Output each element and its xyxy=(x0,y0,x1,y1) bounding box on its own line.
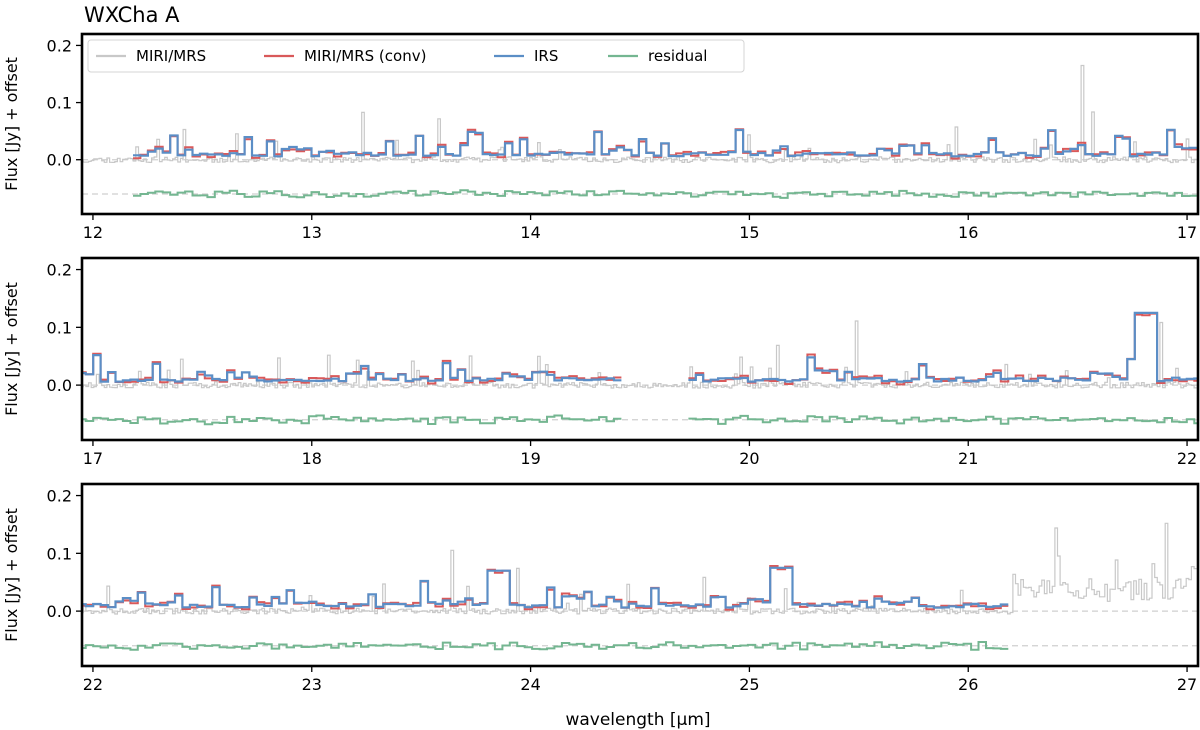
y-tick-label: 0.1 xyxy=(47,318,72,337)
legend-item: MIRI/MRS xyxy=(96,47,206,65)
series-residual xyxy=(82,414,1198,426)
x-tick-label: 14 xyxy=(520,223,540,242)
panel-2: 0.0 0.1 0.2 17 18 19 20 21 22 Flux [Jy] + offset xyxy=(2,256,1200,468)
y-tick-label: 0.0 xyxy=(47,602,72,621)
x-tick-label: 20 xyxy=(739,449,759,468)
x-tick-label: 26 xyxy=(958,675,978,694)
plot-area xyxy=(82,522,1198,651)
panel-frame xyxy=(80,482,1200,668)
x-tick-label: 18 xyxy=(302,449,322,468)
series-miri-mrs xyxy=(82,522,1197,615)
legend-label: IRS xyxy=(534,47,558,65)
x-tick-label: 16 xyxy=(958,223,978,242)
x-axis-label: wavelength [μm] xyxy=(565,710,710,730)
legend-box xyxy=(87,39,745,73)
panel-1: 0.0 0.1 0.2 12 13 14 15 16 17 Flux [Jy] + offset xyxy=(2,32,1200,242)
legend-item: MIRI/MRS (conv) xyxy=(264,47,426,65)
series-irs xyxy=(82,311,1198,383)
y-axis-label: Flux [Jy] + offset xyxy=(2,508,21,642)
series-residual xyxy=(133,189,1197,199)
legend-label: MIRI/MRS xyxy=(136,47,206,65)
legend-item: residual xyxy=(608,47,707,65)
x-tick-label: 27 xyxy=(1177,675,1197,694)
plot-area xyxy=(82,311,1198,426)
series-miri-mrs xyxy=(82,320,1197,389)
legend: MIRI/MRS MIRI/MRS (conv) IRS residual xyxy=(87,39,745,73)
x-tick-label: 22 xyxy=(1177,449,1197,468)
legend-item: IRS xyxy=(494,47,558,65)
y-tick-label: 0.1 xyxy=(47,94,72,113)
panel-frame xyxy=(80,32,1200,216)
x-tick-label: 17 xyxy=(1177,223,1197,242)
y-tick-label: 0.2 xyxy=(47,36,72,55)
x-tick-label: 25 xyxy=(739,675,759,694)
y-tick-label: 0.0 xyxy=(47,376,72,395)
y-axis-label: Flux [Jy] + offset xyxy=(2,57,21,191)
plot-area xyxy=(82,64,1198,199)
panel-3: 0.0 0.1 0.2 22 23 24 25 26 27 Flux [Jy] + offset xyxy=(2,482,1200,694)
y-tick-label: 0.1 xyxy=(47,544,72,563)
x-tick-label: 15 xyxy=(739,223,759,242)
series-irs xyxy=(82,566,1009,609)
y-axis-label: Flux [Jy] + offset xyxy=(2,282,21,416)
x-tick-label: 19 xyxy=(520,449,540,468)
x-tick-label: 17 xyxy=(83,449,103,468)
x-tick-label: 24 xyxy=(520,675,540,694)
legend-label: MIRI/MRS (conv) xyxy=(304,47,426,65)
y-tick-label: 0.2 xyxy=(47,487,72,506)
series-miri-mrs xyxy=(82,64,1197,164)
chart-title: WXCha A xyxy=(84,3,180,27)
y-tick-label: 0.2 xyxy=(47,261,72,280)
x-tick-label: 23 xyxy=(302,675,322,694)
legend-label: residual xyxy=(648,47,707,65)
x-tick-label: 21 xyxy=(958,449,978,468)
x-tick-label: 12 xyxy=(83,223,103,242)
series-irs xyxy=(133,128,1197,158)
panel-frame xyxy=(80,256,1200,442)
series-residual xyxy=(82,641,1009,651)
x-tick-label: 13 xyxy=(302,223,322,242)
x-tick-label: 22 xyxy=(83,675,103,694)
y-tick-label: 0.0 xyxy=(47,151,72,170)
